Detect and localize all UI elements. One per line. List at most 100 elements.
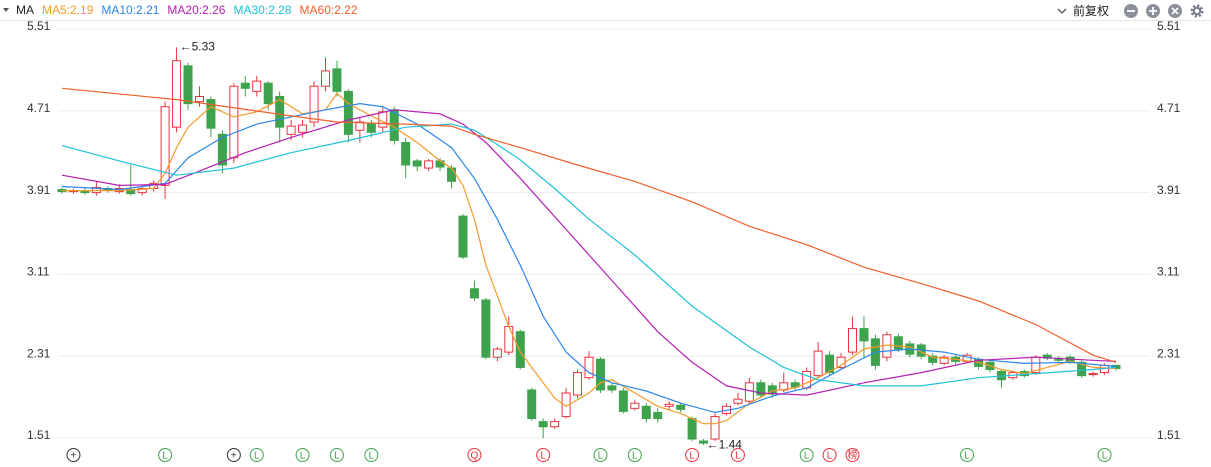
toolbar: MA MA5:2.19 MA10:2.21 MA20:2.26 MA30:2.28 MA… — [0, 0, 1211, 21]
event-marker-label: L — [1102, 451, 1108, 462]
y-tick-label: 1.51 — [27, 428, 51, 442]
candle-body — [630, 402, 640, 409]
y-tick-label: 2.31 — [27, 346, 51, 360]
candle-body — [607, 385, 617, 391]
candle-body — [699, 440, 709, 444]
candle-body — [217, 133, 227, 166]
event-marker-label: L — [735, 451, 741, 462]
candle-body — [172, 60, 182, 128]
candle-body — [355, 121, 365, 131]
candle-body — [447, 167, 457, 182]
y-tick-label-right: 2.31 — [1157, 346, 1181, 360]
event-marker-label: 榜 — [848, 449, 858, 462]
ma-line — [61, 102, 1117, 414]
candle-body — [687, 418, 697, 440]
candle-body — [401, 141, 411, 166]
event-marker-label: L — [369, 451, 375, 462]
candle-body — [240, 82, 250, 89]
event-marker-label: + — [231, 451, 237, 462]
candle-body — [286, 125, 296, 135]
event-marker — [627, 448, 642, 462]
candle-body — [137, 188, 147, 194]
event-marker — [66, 448, 81, 462]
candle-body — [641, 405, 651, 420]
y-tick-label: 4.71 — [27, 101, 51, 115]
candle-body — [561, 392, 571, 418]
legend-entry: MA10:2.21 — [101, 3, 160, 17]
candle-body — [481, 299, 491, 358]
y-tick-label: 3.11 — [27, 265, 50, 279]
candle-body — [710, 416, 720, 440]
candle-body — [366, 123, 376, 133]
event-marker-label: L — [689, 451, 695, 462]
event-marker-label: L — [254, 451, 260, 462]
candle-body — [939, 356, 949, 364]
candle-body — [424, 160, 434, 169]
collapse-arrow[interactable] — [2, 4, 10, 16]
candle-body — [550, 421, 560, 428]
event-marker — [960, 448, 975, 462]
ma-line — [61, 123, 1117, 387]
candle-body — [813, 350, 823, 377]
event-marker-label: L — [334, 451, 340, 462]
settings[interactable] — [1189, 3, 1205, 19]
event-marker — [730, 448, 745, 462]
event-marker — [158, 448, 173, 462]
candle-body — [332, 68, 342, 92]
candle-body — [859, 328, 869, 342]
ma-line — [62, 92, 1117, 425]
candle-body — [252, 80, 262, 92]
event-marker — [1097, 448, 1112, 462]
candle-body — [469, 288, 479, 299]
legend-entry: MA30:2.28 — [233, 3, 292, 17]
candle-body — [618, 390, 628, 412]
zoom-in[interactable] — [1145, 3, 1161, 19]
event-marker — [593, 448, 608, 462]
candle-body — [653, 411, 663, 420]
event-marker — [822, 448, 837, 462]
zoom-out[interactable] — [1123, 3, 1139, 19]
candle-body — [343, 90, 353, 135]
event-marker — [536, 448, 551, 462]
candle-body — [744, 382, 754, 402]
annotation: ←5.33 — [180, 40, 216, 54]
event-marker-label: L — [598, 451, 604, 462]
legend-entry: MA60:2.22 — [299, 3, 358, 17]
candle-body — [595, 358, 605, 391]
event-marker — [685, 448, 700, 462]
event-marker — [467, 448, 482, 462]
event-marker-label: Q — [471, 451, 479, 462]
candle-body — [160, 106, 170, 186]
event-marker-label: + — [71, 451, 77, 462]
candle-body — [928, 355, 938, 363]
candle-body — [321, 70, 330, 87]
y-tick-label-right: 4.71 — [1157, 101, 1181, 115]
event-marker — [845, 448, 860, 462]
event-marker — [364, 448, 379, 462]
candle-body — [527, 389, 537, 420]
event-marker — [329, 448, 344, 462]
candle-body — [756, 382, 766, 396]
event-marker-label: L — [540, 451, 546, 462]
candle-body — [298, 124, 308, 133]
event-marker — [226, 448, 241, 462]
candle-body — [676, 404, 686, 410]
candle-body — [194, 95, 204, 103]
annotation: ←1.44 — [707, 437, 743, 451]
event-marker-label: L — [162, 451, 168, 462]
dropdown-arrow[interactable] — [1057, 6, 1067, 16]
candle-body — [275, 95, 285, 128]
y-tick-label: 5.51 — [27, 19, 51, 33]
candle-body — [412, 160, 422, 167]
candle-body — [515, 331, 525, 368]
adjust-label[interactable]: 前复权 — [1072, 4, 1109, 18]
candle-body — [309, 85, 319, 123]
legend-entry: MA20:2.26 — [167, 3, 226, 17]
legend-title: MA — [16, 3, 34, 17]
ma-line — [61, 109, 1117, 396]
candle-body — [733, 398, 743, 404]
close[interactable] — [1167, 3, 1183, 19]
candle-body — [435, 160, 445, 168]
